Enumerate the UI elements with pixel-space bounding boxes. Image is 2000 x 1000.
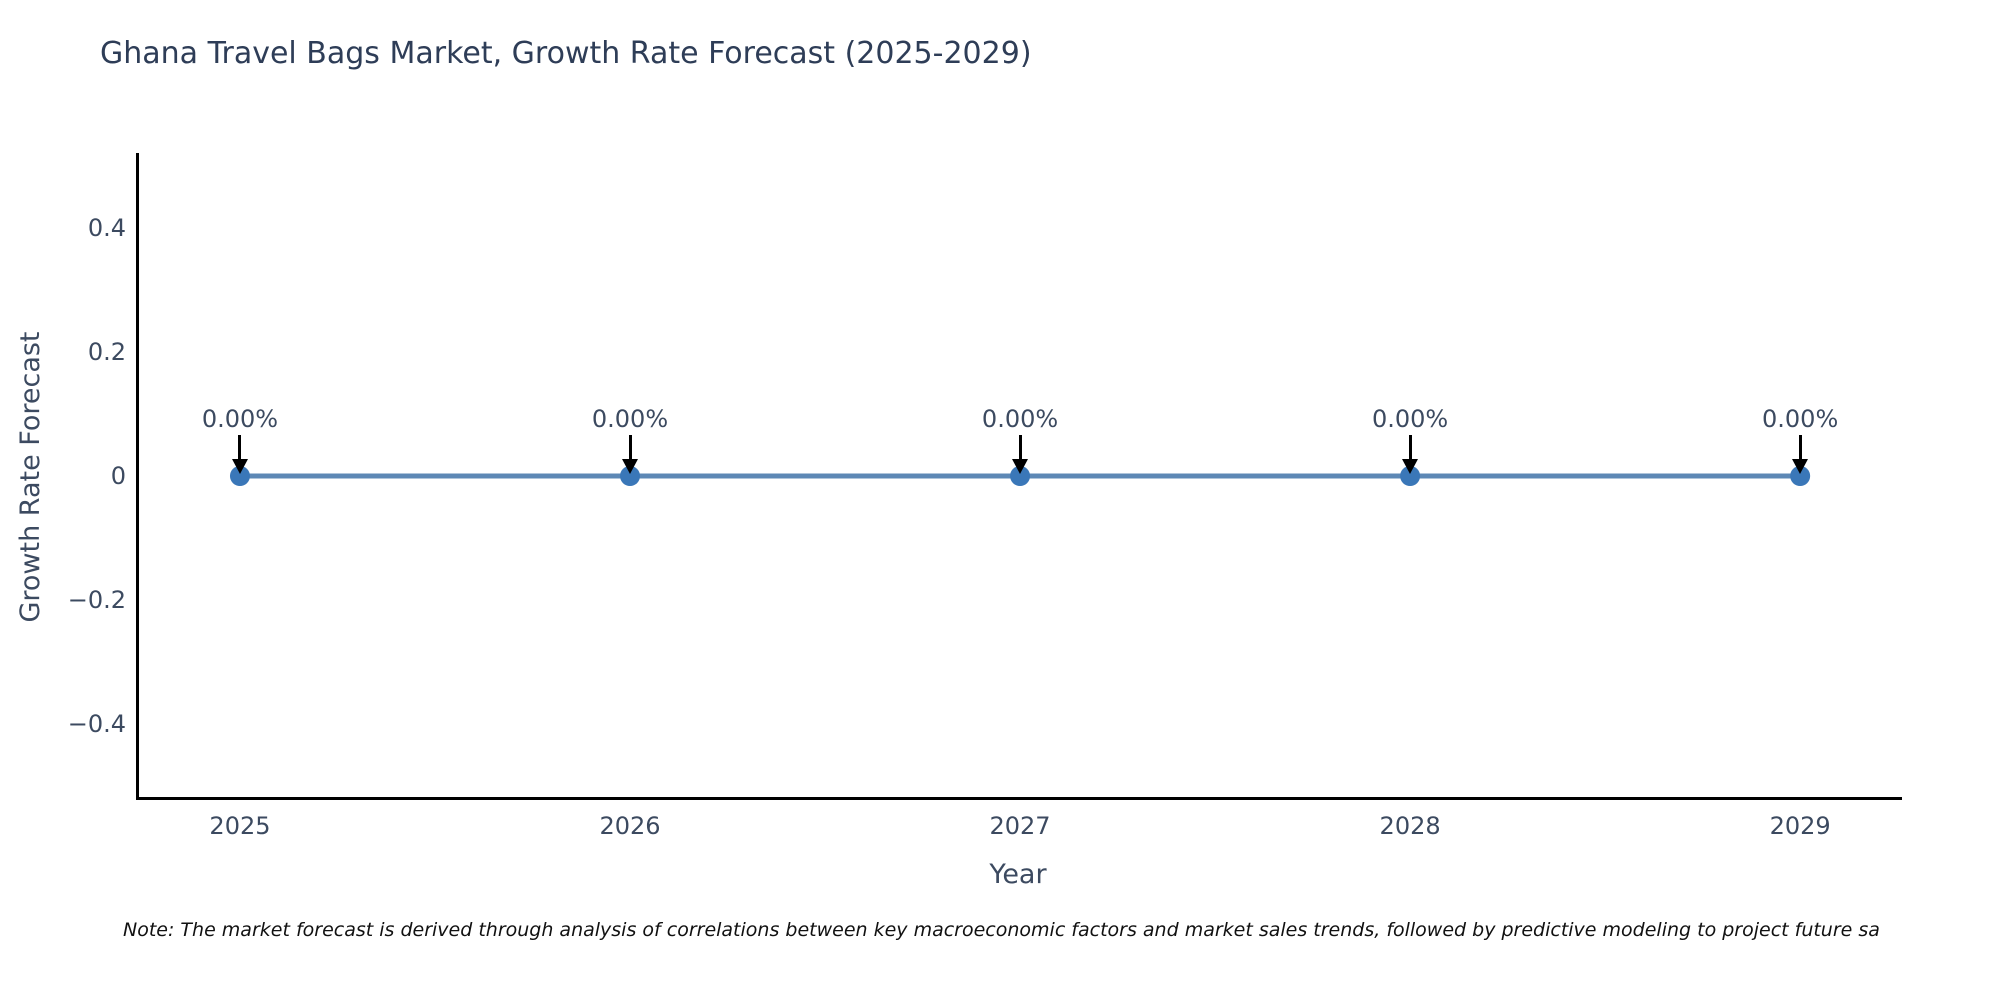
point-annotation-label: 0.00% <box>591 405 669 433</box>
annotation-arrowhead-icon <box>1012 459 1029 474</box>
x-tick-label: 2028 <box>1379 812 1441 840</box>
x-tick-label: 2029 <box>1769 812 1831 840</box>
annotation-arrowhead-icon <box>622 459 639 474</box>
annotation-arrowhead-icon <box>1792 459 1809 474</box>
x-tick-label: 2027 <box>989 812 1051 840</box>
point-annotation-label: 0.00% <box>1762 405 1839 433</box>
y-tick-label: −0.2 <box>67 586 126 615</box>
annotation-arrow-shaft <box>238 435 242 461</box>
point-annotation-label: 0.00% <box>1371 405 1449 433</box>
y-tick-label: 0.2 <box>87 337 126 366</box>
y-axis-spine <box>136 153 139 800</box>
x-tick-label: 2026 <box>599 812 661 840</box>
y-tick-label: 0 <box>110 462 126 490</box>
point-annotation-label: 0.00% <box>981 405 1059 433</box>
y-tick-label: 0.4 <box>87 213 126 242</box>
annotation-arrow-shaft <box>1798 435 1802 461</box>
x-tick-label: 2025 <box>209 812 271 840</box>
annotation-arrowhead-icon <box>1402 459 1419 474</box>
x-axis-title: Year <box>989 859 1047 890</box>
annotation-arrowhead-icon <box>231 459 248 474</box>
y-tick-label: −0.4 <box>67 710 126 739</box>
x-axis-spine <box>136 797 1902 800</box>
chart-title: Ghana Travel Bags Market, Growth Rate Fo… <box>100 36 1032 71</box>
footnote: Note: The market forecast is derived thr… <box>123 919 1880 941</box>
annotation-arrow-shaft <box>1018 435 1022 461</box>
annotation-arrow-shaft <box>628 435 632 461</box>
point-annotation-label: 0.00% <box>201 405 279 433</box>
annotation-arrow-shaft <box>1408 435 1412 461</box>
